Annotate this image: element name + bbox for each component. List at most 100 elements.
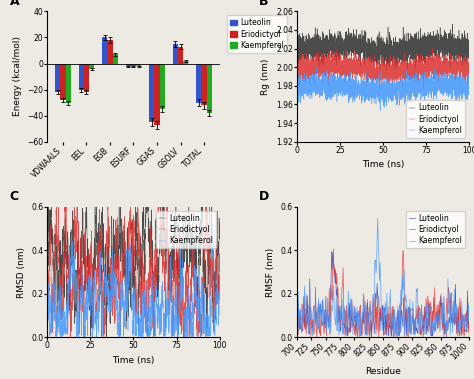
Kaempferol bbox=[210, 221, 216, 226]
Luteolin bbox=[440, 325, 446, 329]
Luteolin bbox=[45, 263, 50, 268]
Luteolin bbox=[74, 267, 80, 272]
Eriodictyol bbox=[324, 57, 330, 62]
Bar bbox=[173, 44, 178, 64]
Bar bbox=[65, 64, 71, 103]
Luteolin bbox=[294, 35, 300, 40]
Line: Luteolin: Luteolin bbox=[47, 172, 219, 337]
Kaempferol bbox=[195, 321, 201, 326]
Luteolin bbox=[314, 53, 319, 58]
Bar bbox=[108, 40, 113, 64]
Kaempferol bbox=[118, 300, 124, 304]
Kaempferol bbox=[217, 281, 222, 285]
Luteolin bbox=[195, 294, 201, 298]
Legend: Luteolin, Eriodictyol, Kaempferol: Luteolin, Eriodictyol, Kaempferol bbox=[227, 15, 287, 53]
Bar bbox=[126, 64, 131, 66]
Eriodictyol bbox=[294, 66, 300, 71]
Eriodictyol bbox=[118, 276, 124, 280]
Bar bbox=[89, 64, 94, 69]
Kaempferol bbox=[110, 276, 116, 280]
Bar bbox=[131, 64, 136, 66]
Kaempferol bbox=[401, 283, 406, 287]
Eriodictyol bbox=[195, 334, 201, 338]
Eriodictyol bbox=[110, 264, 116, 269]
Eriodictyol bbox=[217, 262, 222, 266]
Eriodictyol bbox=[295, 331, 301, 335]
Luteolin bbox=[451, 321, 457, 326]
Y-axis label: Rg (nm): Rg (nm) bbox=[262, 58, 271, 95]
Eriodictyol bbox=[181, 335, 186, 340]
Eriodictyol bbox=[466, 335, 472, 339]
Kaempferol bbox=[213, 321, 219, 325]
Luteolin bbox=[466, 301, 472, 305]
Luteolin bbox=[443, 334, 449, 339]
Eriodictyol bbox=[401, 252, 406, 257]
Luteolin bbox=[445, 36, 450, 41]
Bar bbox=[178, 47, 183, 64]
Text: D: D bbox=[259, 190, 269, 204]
Legend: Luteolin, Eriodictyol, Kaempferol: Luteolin, Eriodictyol, Kaempferol bbox=[406, 211, 465, 249]
Bar bbox=[102, 38, 108, 64]
Kaempferol bbox=[440, 306, 446, 311]
Kaempferol bbox=[324, 69, 330, 73]
Line: Eriodictyol: Eriodictyol bbox=[297, 249, 469, 337]
Kaempferol bbox=[294, 85, 300, 90]
Kaempferol bbox=[451, 287, 457, 291]
Legend: Luteolin, Eriodictyol, Kaempferol: Luteolin, Eriodictyol, Kaempferol bbox=[406, 100, 465, 138]
Eriodictyol bbox=[156, 167, 162, 172]
Bar bbox=[60, 64, 65, 100]
Y-axis label: RMSD (nm): RMSD (nm) bbox=[17, 247, 26, 298]
Kaempferol bbox=[377, 108, 383, 113]
Eriodictyol bbox=[376, 335, 382, 340]
Luteolin bbox=[450, 22, 456, 27]
Line: Eriodictyol: Eriodictyol bbox=[297, 48, 469, 89]
Bar bbox=[149, 64, 155, 122]
Eriodictyol bbox=[360, 65, 366, 69]
Eriodictyol bbox=[463, 72, 469, 77]
Eriodictyol bbox=[45, 272, 50, 277]
Luteolin bbox=[324, 52, 330, 56]
X-axis label: Time (ns): Time (ns) bbox=[362, 160, 404, 169]
Luteolin bbox=[213, 282, 219, 287]
Eriodictyol bbox=[213, 260, 219, 264]
Kaempferol bbox=[466, 314, 472, 318]
Eriodictyol bbox=[451, 323, 457, 328]
Kaempferol bbox=[360, 87, 366, 91]
Luteolin bbox=[295, 324, 301, 329]
Eriodictyol bbox=[420, 86, 426, 91]
Kaempferol bbox=[294, 322, 300, 327]
Text: A: A bbox=[9, 0, 19, 8]
Kaempferol bbox=[295, 313, 301, 317]
Eriodictyol bbox=[430, 46, 436, 50]
Line: Luteolin: Luteolin bbox=[297, 252, 469, 337]
Line: Kaempferol: Kaempferol bbox=[297, 218, 469, 337]
Kaempferol bbox=[45, 313, 50, 318]
Luteolin bbox=[383, 68, 389, 73]
Bar bbox=[207, 64, 212, 113]
Eriodictyol bbox=[294, 329, 300, 334]
Kaempferol bbox=[398, 288, 403, 293]
Line: Kaempferol: Kaempferol bbox=[297, 67, 469, 111]
Kaempferol bbox=[313, 65, 319, 70]
Line: Eriodictyol: Eriodictyol bbox=[47, 169, 219, 337]
Text: C: C bbox=[9, 190, 18, 204]
Luteolin bbox=[110, 249, 116, 254]
Bar bbox=[84, 64, 89, 92]
Eriodictyol bbox=[445, 63, 450, 68]
Kaempferol bbox=[64, 308, 70, 313]
Kaempferol bbox=[368, 96, 374, 100]
Kaempferol bbox=[445, 81, 450, 86]
Bar bbox=[183, 61, 188, 64]
Y-axis label: RMSF (nm): RMSF (nm) bbox=[266, 247, 275, 297]
Luteolin bbox=[329, 249, 335, 254]
Luteolin bbox=[368, 41, 374, 45]
Luteolin bbox=[397, 329, 402, 333]
Bar bbox=[136, 64, 141, 66]
Kaempferol bbox=[391, 335, 396, 340]
X-axis label: Residue: Residue bbox=[365, 367, 401, 376]
Bar bbox=[113, 55, 118, 64]
Kaempferol bbox=[314, 87, 319, 91]
Bar bbox=[196, 64, 201, 103]
Text: B: B bbox=[259, 0, 269, 8]
Eriodictyol bbox=[330, 247, 336, 251]
